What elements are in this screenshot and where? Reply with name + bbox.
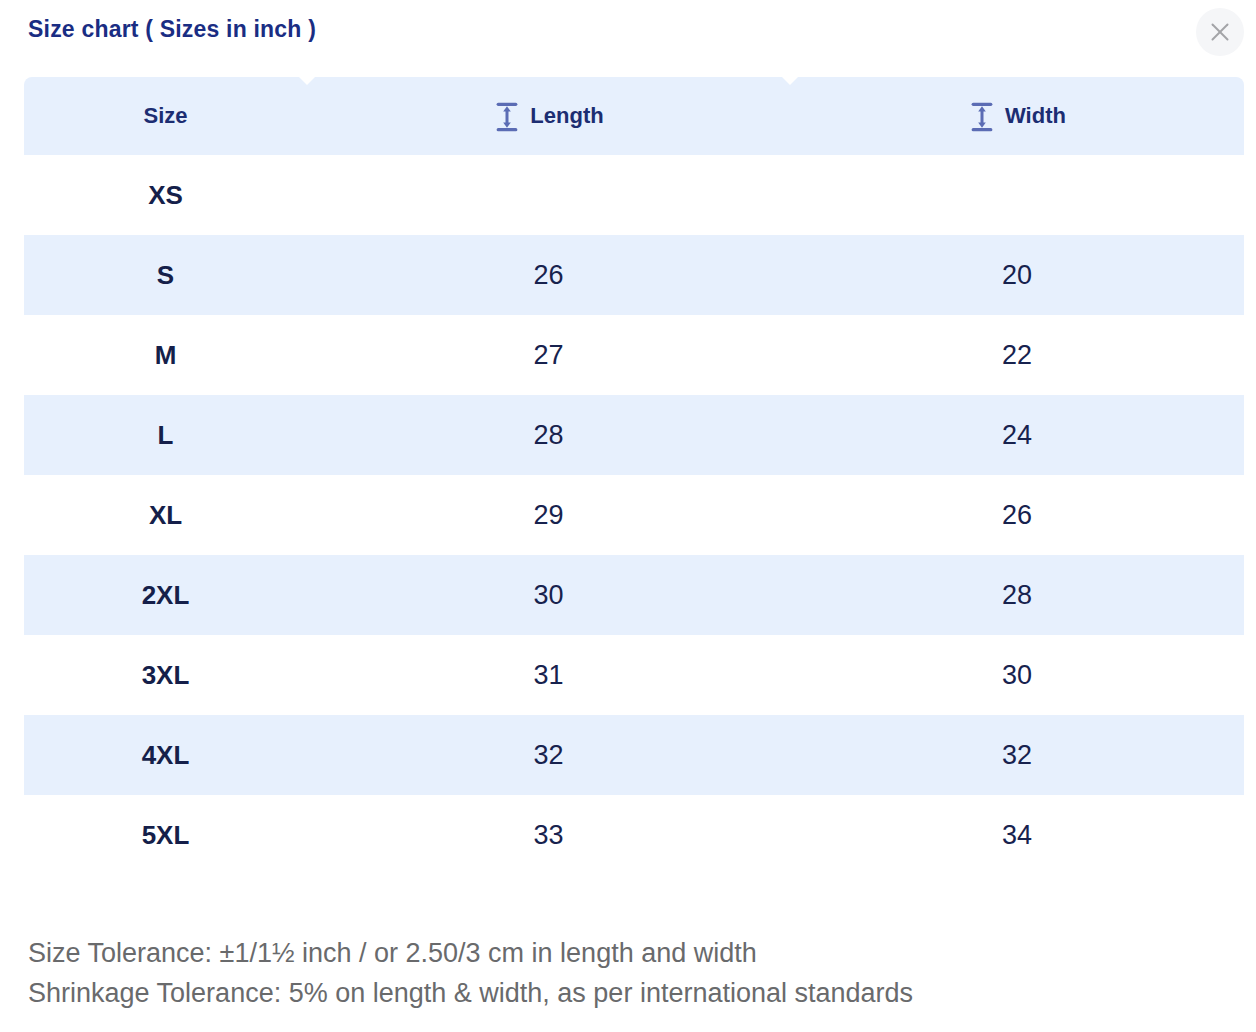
table-row: 2XL 30 28 bbox=[24, 555, 1244, 635]
column-header-label: Width bbox=[1005, 103, 1066, 129]
length-cell: 30 bbox=[307, 555, 790, 635]
length-cell: 26 bbox=[307, 235, 790, 315]
length-cell: 28 bbox=[307, 395, 790, 475]
size-table-body: XS S 26 20 M 27 22 L 28 24 XL 29 26 2XL … bbox=[24, 155, 1244, 875]
table-row: S 26 20 bbox=[24, 235, 1244, 315]
width-cell bbox=[790, 155, 1244, 235]
height-measure-icon bbox=[493, 102, 521, 132]
table-row: L 28 24 bbox=[24, 395, 1244, 475]
table-row: 4XL 32 32 bbox=[24, 715, 1244, 795]
length-cell: 29 bbox=[307, 475, 790, 555]
tolerance-notes: Size Tolerance: ±1/1½ inch / or 2.50/3 c… bbox=[28, 933, 1256, 1013]
height-measure-icon bbox=[968, 102, 996, 132]
size-cell: XS bbox=[24, 155, 307, 235]
close-button[interactable] bbox=[1196, 8, 1244, 56]
column-header-length: Length bbox=[307, 77, 790, 155]
table-row: XL 29 26 bbox=[24, 475, 1244, 555]
page-title: Size chart ( Sizes in inch ) bbox=[28, 16, 316, 43]
table-row: 5XL 33 34 bbox=[24, 795, 1244, 875]
header-notch bbox=[782, 77, 798, 85]
size-chart-modal: Size chart ( Sizes in inch ) Size bbox=[0, 0, 1256, 1032]
header-notch bbox=[299, 77, 315, 85]
width-cell: 20 bbox=[790, 235, 1244, 315]
size-tolerance-note: Size Tolerance: ±1/1½ inch / or 2.50/3 c… bbox=[28, 933, 1256, 973]
size-cell: M bbox=[24, 315, 307, 395]
width-cell: 32 bbox=[790, 715, 1244, 795]
table-row: XS bbox=[24, 155, 1244, 235]
width-cell: 34 bbox=[790, 795, 1244, 875]
length-cell: 31 bbox=[307, 635, 790, 715]
width-cell: 26 bbox=[790, 475, 1244, 555]
shrinkage-tolerance-note: Shrinkage Tolerance: 5% on length & widt… bbox=[28, 973, 1256, 1013]
close-icon bbox=[1209, 21, 1231, 43]
table-row: 3XL 31 30 bbox=[24, 635, 1244, 715]
modal-header: Size chart ( Sizes in inch ) bbox=[0, 0, 1256, 77]
width-cell: 30 bbox=[790, 635, 1244, 715]
length-cell bbox=[307, 155, 790, 235]
table-row: M 27 22 bbox=[24, 315, 1244, 395]
column-header-label: Size bbox=[143, 103, 187, 129]
size-cell: 3XL bbox=[24, 635, 307, 715]
size-cell: 4XL bbox=[24, 715, 307, 795]
length-cell: 33 bbox=[307, 795, 790, 875]
size-cell: 2XL bbox=[24, 555, 307, 635]
size-cell: S bbox=[24, 235, 307, 315]
size-chart-table: Size Length bbox=[24, 77, 1244, 875]
column-header-label: Length bbox=[530, 103, 603, 129]
table-header-row: Size Length bbox=[24, 77, 1244, 155]
width-cell: 28 bbox=[790, 555, 1244, 635]
width-cell: 22 bbox=[790, 315, 1244, 395]
width-cell: 24 bbox=[790, 395, 1244, 475]
column-header-width: Width bbox=[790, 77, 1244, 155]
size-cell: XL bbox=[24, 475, 307, 555]
size-cell: L bbox=[24, 395, 307, 475]
length-cell: 32 bbox=[307, 715, 790, 795]
size-cell: 5XL bbox=[24, 795, 307, 875]
length-cell: 27 bbox=[307, 315, 790, 395]
column-header-size: Size bbox=[24, 77, 307, 155]
